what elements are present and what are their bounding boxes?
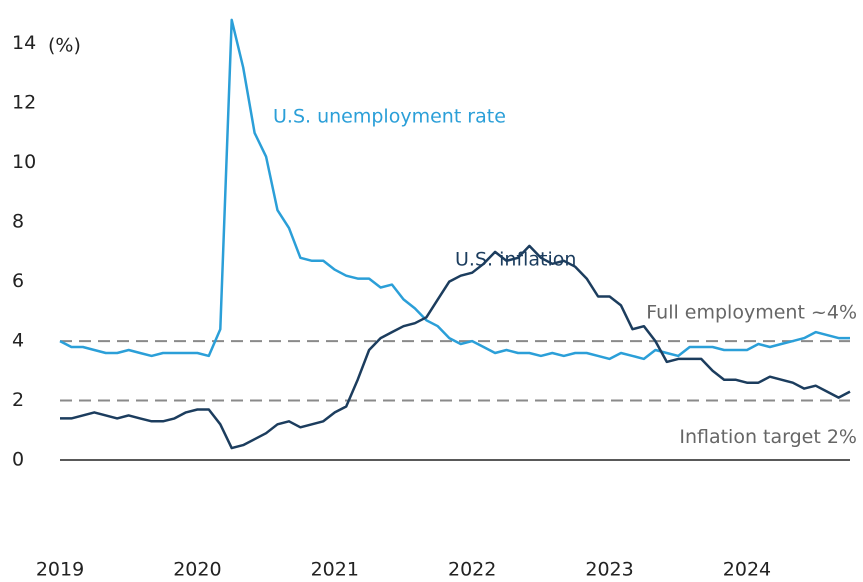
reference-label: Inflation target 2%: [679, 426, 857, 448]
y-tick-label: 10: [12, 151, 36, 173]
x-tick-label: 2020: [173, 559, 221, 581]
series-label: U.S. inflation: [455, 249, 576, 271]
x-tick-label: 2019: [36, 559, 84, 581]
y-tick-label: 6: [12, 270, 24, 292]
y-tick-label: 4: [12, 330, 24, 352]
y-tick-label: 12: [12, 92, 36, 114]
series-label: U.S. unemployment rate: [273, 106, 506, 128]
series-line: [60, 244, 851, 450]
x-tick-label: 2022: [448, 559, 496, 581]
reference-label: Full employment ~4%: [646, 302, 857, 324]
y-tick-label: 2: [12, 389, 24, 411]
y-axis-label: (%): [48, 35, 81, 57]
x-tick-label: 2021: [311, 559, 359, 581]
x-tick-label: 2023: [585, 559, 633, 581]
series-line: [59, 18, 850, 361]
y-tick-label: 14: [12, 32, 36, 54]
y-tick-label: 0: [12, 449, 24, 471]
y-tick-label: 8: [12, 211, 24, 233]
x-tick-label: 2024: [723, 559, 771, 581]
